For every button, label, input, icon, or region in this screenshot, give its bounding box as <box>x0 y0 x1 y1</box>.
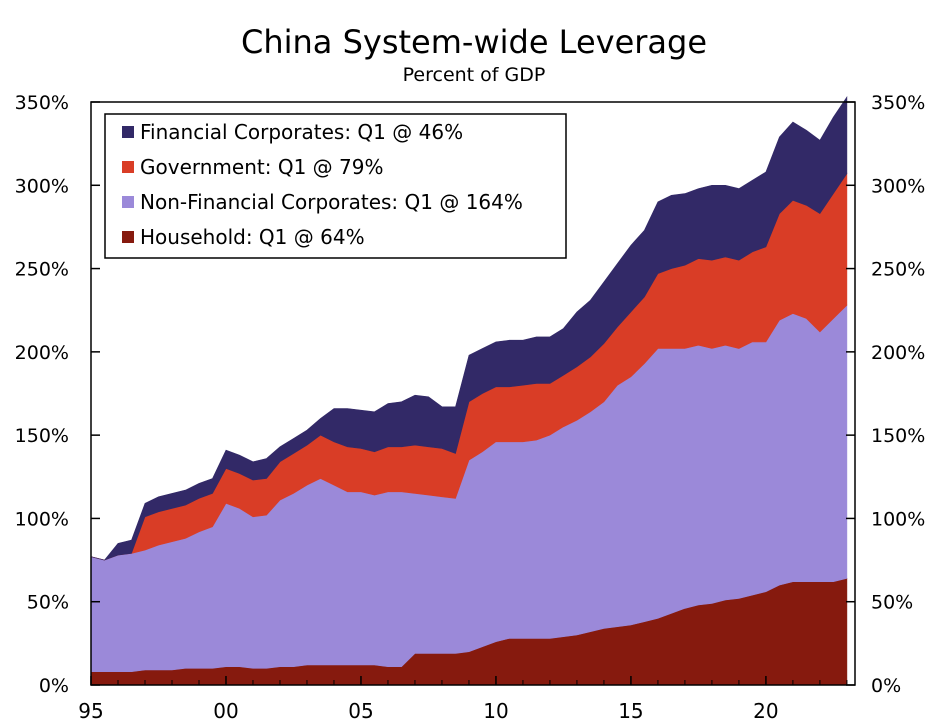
legend-label-financial-corporates: Financial Corporates: Q1 @ 46% <box>140 120 463 144</box>
legend-swatch-government <box>122 161 134 173</box>
x-tick-label: 20 <box>753 699 778 723</box>
legend-label-government: Government: Q1 @ 79% <box>140 155 383 179</box>
y-tick-label-left: 350% <box>15 92 69 114</box>
y-tick-label-right: 100% <box>871 508 925 530</box>
legend-swatch-non-financial-corporates <box>122 196 134 208</box>
y-tick-label-left: 300% <box>15 175 69 197</box>
y-tick-label-right: 0% <box>871 675 901 697</box>
y-tick-label-left: 0% <box>39 675 69 697</box>
x-tick-label: 95 <box>78 699 103 723</box>
y-tick-label-right: 250% <box>871 259 925 281</box>
y-tick-label-left: 150% <box>15 425 69 447</box>
legend-swatch-financial-corporates <box>122 126 134 138</box>
y-tick-label-right: 300% <box>871 175 925 197</box>
x-tick-label: 05 <box>348 699 373 723</box>
plot-frame <box>90 101 856 686</box>
y-tick-label-right: 150% <box>871 425 925 447</box>
legend-box <box>104 113 567 259</box>
chart-title: China System-wide Leverage <box>240 23 708 61</box>
legend-swatch-household <box>122 231 134 243</box>
y-tick-label-left: 200% <box>15 342 69 364</box>
y-tick-label-left: 250% <box>15 259 69 281</box>
x-tick-label: 00 <box>213 699 238 723</box>
chart-subtitle: Percent of GDP <box>402 64 546 86</box>
y-tick-label-left: 50% <box>27 592 69 614</box>
x-tick-label: 10 <box>483 699 508 723</box>
x-tick-label: 15 <box>618 699 643 723</box>
legend-label-household: Household: Q1 @ 64% <box>140 225 365 249</box>
y-tick-label-right: 350% <box>871 92 925 114</box>
area-financial-corporates <box>90 96 848 561</box>
y-tick-label-right: 200% <box>871 342 925 364</box>
y-tick-label-right: 50% <box>871 592 913 614</box>
axis-ticks: 0% 0% 50% 50% 100% 100% 150% 150% 200% 200% 250% 25… <box>15 92 926 723</box>
legend-label-non-financial-corporates: Non-Financial Corporates: Q1 @ 164% <box>140 190 523 214</box>
legend: Financial Corporates: Q1 @ 46% Government… <box>104 113 567 259</box>
area-layers <box>90 96 848 686</box>
y-tick-label-left: 100% <box>15 508 69 530</box>
